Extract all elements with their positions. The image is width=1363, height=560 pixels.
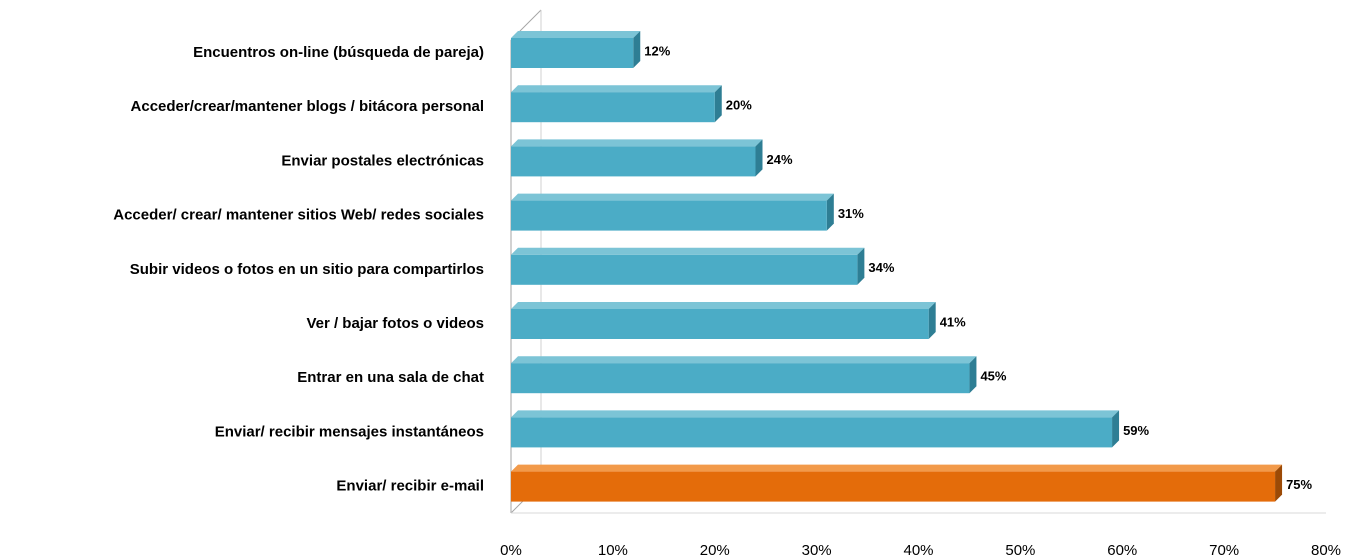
value-label: 59% (1123, 423, 1149, 438)
value-label: 45% (980, 369, 1006, 384)
bar-side-face (1275, 464, 1283, 502)
bar-front-face (511, 471, 1276, 502)
category-label: Subir videos o fotos en un sitio para co… (130, 261, 484, 278)
x-tick-label: 70% (1209, 542, 1239, 559)
bar-9 (511, 464, 1283, 502)
category-label: Acceder/ crear/ mantener sitios Web/ red… (113, 207, 484, 224)
value-label: 75% (1286, 477, 1312, 492)
category-label: Acceder/crear/mantener blogs / bitácora … (131, 98, 484, 115)
category-label: Enviar postales electrónicas (281, 152, 484, 169)
value-label: 41% (940, 314, 966, 329)
bar-top-face (511, 247, 865, 255)
bar-top-face (511, 193, 834, 201)
bar-front-face (511, 92, 715, 123)
x-tick-label: 50% (1005, 542, 1035, 559)
bar-2 (511, 85, 722, 123)
value-label: 20% (726, 98, 752, 113)
bar-front-face (511, 200, 827, 231)
labels-group: 12% Encuentros on-line (búsqueda de parej… (113, 43, 1341, 559)
x-tick-label: 0% (500, 542, 522, 559)
x-tick-label: 80% (1311, 542, 1341, 559)
category-label: Enviar/ recibir mensajes instantáneos (215, 423, 484, 440)
bars-group (511, 31, 1283, 502)
bar-top-face (511, 410, 1120, 418)
bar-front-face (511, 38, 634, 68)
bar-top-face (511, 356, 977, 364)
bar-7 (511, 356, 977, 394)
bar-side-face (755, 139, 763, 177)
bar-3 (511, 139, 763, 177)
bar-front-face (511, 254, 858, 285)
category-label: Entrar en una sala de chat (297, 369, 484, 386)
bar-side-face (857, 247, 865, 285)
bar-1 (511, 31, 641, 68)
bar-front-face (511, 146, 756, 177)
x-tick-label: 10% (598, 542, 628, 559)
value-label: 24% (767, 152, 793, 167)
bar-front-face (511, 417, 1113, 448)
category-label: Encuentros on-line (búsqueda de pareja) (193, 44, 484, 61)
bar-side-face (714, 85, 722, 123)
bar-top-face (511, 31, 641, 38)
x-tick-label: 40% (903, 542, 933, 559)
bar-side-face (928, 302, 936, 339)
category-label: Ver / bajar fotos o videos (306, 315, 484, 332)
bar-side-face (826, 193, 834, 231)
bar-front-face (511, 309, 929, 339)
bar-front-face (511, 363, 970, 394)
bar-top-face (511, 85, 722, 93)
value-label: 31% (838, 206, 864, 221)
bar-top-face (511, 464, 1283, 472)
value-label: 34% (868, 260, 894, 275)
bar-side-face (633, 31, 641, 68)
value-label: 12% (644, 43, 670, 58)
category-label: Enviar/ recibir e-mail (336, 478, 484, 495)
bar-8 (511, 410, 1120, 448)
bar-5 (511, 247, 865, 285)
bar-top-face (511, 139, 763, 147)
bar-6 (511, 302, 936, 339)
x-tick-label: 20% (700, 542, 730, 559)
bar-side-face (1112, 410, 1120, 448)
x-tick-label: 60% (1107, 542, 1137, 559)
bar-top-face (511, 302, 936, 309)
bar-side-face (969, 356, 977, 394)
x-tick-label: 30% (802, 542, 832, 559)
bar-4 (511, 193, 834, 231)
